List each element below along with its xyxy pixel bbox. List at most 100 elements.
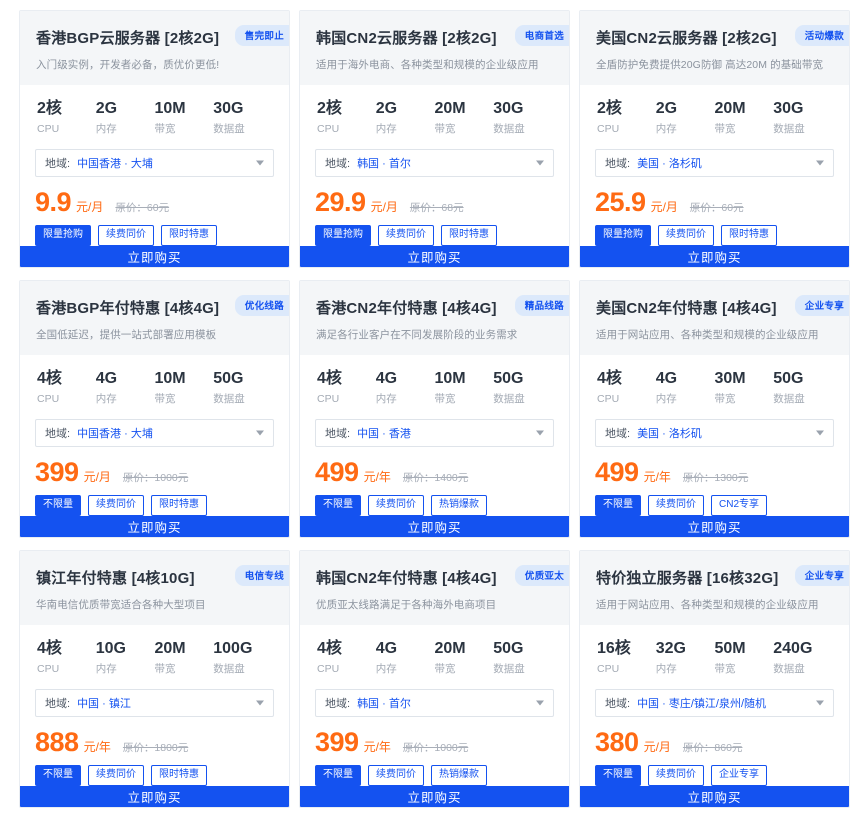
product-subtitle: 全国低延迟，提供一站式部署应用模板 — [36, 329, 217, 341]
spec-label: 内存 — [655, 123, 677, 135]
spec-label: 带宽 — [714, 663, 736, 675]
spec-item: 20M 带宽 — [155, 639, 214, 676]
chevron-down-icon — [816, 700, 824, 706]
buy-now-button[interactable]: 立即购买 — [580, 786, 849, 807]
promo-tag[interactable]: 续费同价 — [88, 495, 144, 516]
promo-tag[interactable]: 不限量 — [595, 765, 641, 786]
buy-now-button[interactable]: 立即购买 — [300, 516, 569, 537]
spec-value: 4G — [375, 370, 398, 387]
promo-tag[interactable]: 不限量 — [315, 765, 361, 786]
region-select[interactable]: 地域: 中国香港 · 大埔 — [35, 149, 274, 177]
region-select[interactable]: 地域: 中国 · 镇江 — [35, 689, 274, 717]
spec-value: 2核 — [37, 100, 62, 117]
promo-tag[interactable]: 限时特惠 — [151, 495, 207, 516]
promo-tag[interactable]: 续费同价 — [658, 225, 714, 246]
region-select[interactable]: 地域: 韩国 · 首尔 — [315, 689, 554, 717]
spec-value: 50G — [493, 640, 524, 657]
promo-tag[interactable]: 热销爆款 — [431, 765, 487, 786]
promo-tag[interactable]: 续费同价 — [378, 225, 434, 246]
promo-tag[interactable]: 续费同价 — [98, 225, 154, 246]
promo-tag[interactable]: 限时特惠 — [161, 225, 217, 246]
buy-now-button[interactable]: 立即购买 — [20, 786, 289, 807]
spec-item: 4G 内存 — [376, 639, 435, 676]
product-card: 香港BGP云服务器 [2核2G] 入门级实例，开发者必备，质优价更低! 售完即止… — [19, 10, 290, 268]
promo-tag[interactable]: 续费同价 — [88, 765, 144, 786]
spec-item: 20M 带宽 — [435, 639, 494, 676]
original-price: 原价：68元 — [409, 202, 464, 214]
spec-value: 2G — [655, 100, 678, 117]
promo-tag[interactable]: 不限量 — [595, 495, 641, 516]
buy-now-button[interactable]: 立即购买 — [20, 516, 289, 537]
spec-label: CPU — [37, 663, 60, 675]
spec-list: 4核 CPU 4G 内存 20M 带宽 50G 数据盘 — [315, 639, 554, 676]
promo-badge: 电商首选 — [514, 25, 569, 46]
promo-tag[interactable]: 热销爆款 — [431, 495, 487, 516]
promo-tag[interactable]: 不限量 — [315, 495, 361, 516]
buy-now-button[interactable]: 立即购买 — [300, 246, 569, 267]
card-header: 特价独立服务器 [16核32G] 适用于网站应用、各种类型和规模的企业级应用 企… — [580, 551, 849, 625]
region-label: 地域: — [45, 428, 71, 440]
buy-now-button[interactable]: 立即购买 — [20, 246, 289, 267]
product-card: 特价独立服务器 [16核32G] 适用于网站应用、各种类型和规模的企业级应用 企… — [579, 550, 850, 808]
product-subtitle: 适用于海外电商、各种类型和规模的企业级应用 — [316, 59, 539, 71]
spec-list: 4核 CPU 4G 内存 10M 带宽 50G 数据盘 — [35, 369, 274, 406]
promo-tag[interactable]: 不限量 — [35, 495, 81, 516]
price-amount: 399 — [35, 457, 79, 487]
spec-label: 带宽 — [154, 663, 176, 675]
spec-item: 2核 CPU — [597, 99, 656, 136]
tag-list: 不限量 续费同价 CN2专享 — [595, 495, 834, 516]
spec-label: 带宽 — [434, 123, 456, 135]
spec-item: 2G 内存 — [96, 99, 155, 136]
price-row: 499 元/年 原价：1300元 — [595, 458, 834, 486]
spec-label: 带宽 — [154, 123, 176, 135]
spec-label: 内存 — [95, 123, 117, 135]
region-select[interactable]: 地域: 中国香港 · 大埔 — [35, 419, 274, 447]
region-select[interactable]: 地域: 韩国 · 首尔 — [315, 149, 554, 177]
spec-label: 数据盘 — [493, 123, 525, 135]
promo-tag[interactable]: 续费同价 — [648, 765, 704, 786]
spec-item: 4G 内存 — [656, 369, 715, 406]
promo-tag[interactable]: 企业专享 — [711, 765, 767, 786]
spec-value: 10M — [434, 370, 466, 387]
spec-item: 4核 CPU — [37, 639, 96, 676]
buy-now-button[interactable]: 立即购买 — [580, 516, 849, 537]
promo-tag[interactable]: CN2专享 — [711, 495, 768, 516]
promo-tag[interactable]: 限量抢购 — [35, 225, 91, 246]
spec-value: 2G — [95, 100, 118, 117]
promo-tag[interactable]: 限时特惠 — [721, 225, 777, 246]
card-header: 香港BGP年付特惠 [4核4G] 全国低延迟，提供一站式部署应用模板 优化线路 — [20, 281, 289, 355]
spec-label: 内存 — [95, 393, 117, 405]
region-select[interactable]: 地域: 美国 · 洛杉矶 — [595, 149, 834, 177]
promo-tag[interactable]: 限量抢购 — [315, 225, 371, 246]
tag-list: 限量抢购 续费同价 限时特惠 — [35, 225, 274, 246]
region-select[interactable]: 地域: 美国 · 洛杉矶 — [595, 419, 834, 447]
promo-tag[interactable]: 限量抢购 — [595, 225, 651, 246]
promo-tag[interactable]: 续费同价 — [648, 495, 704, 516]
promo-badge: 优化线路 — [234, 295, 289, 316]
spec-item: 30G 数据盘 — [213, 99, 272, 136]
promo-tag[interactable]: 续费同价 — [368, 765, 424, 786]
buy-now-button[interactable]: 立即购买 — [300, 786, 569, 807]
product-card: 香港BGP年付特惠 [4核4G] 全国低延迟，提供一站式部署应用模板 优化线路 … — [19, 280, 290, 538]
product-subtitle: 入门级实例，开发者必备，质优价更低! — [36, 59, 220, 71]
region-select[interactable]: 地域: 中国 · 香港 — [315, 419, 554, 447]
spec-value: 4核 — [317, 370, 342, 387]
price-unit: 元/年 — [83, 740, 111, 754]
original-price: 原价：860元 — [682, 742, 743, 754]
product-title: 韩国CN2年付特惠 [4核4G] — [316, 570, 497, 587]
spec-item: 10M 带宽 — [155, 99, 214, 136]
promo-tag[interactable]: 限时特惠 — [441, 225, 497, 246]
spec-item: 20M 带宽 — [715, 99, 774, 136]
spec-value: 4G — [655, 370, 678, 387]
region-select[interactable]: 地域: 中国 · 枣庄/镇江/泉州/随机 — [595, 689, 834, 717]
product-subtitle: 华南电信优质带宽适合各种大型项目 — [36, 599, 206, 611]
spec-item: 50G 数据盘 — [773, 369, 832, 406]
spec-item: 30M 带宽 — [715, 369, 774, 406]
promo-tag[interactable]: 限时特惠 — [151, 765, 207, 786]
card-header: 镇江年付特惠 [4核10G] 华南电信优质带宽适合各种大型项目 电信专线 — [20, 551, 289, 625]
spec-item: 2G 内存 — [376, 99, 435, 136]
buy-now-button[interactable]: 立即购买 — [580, 246, 849, 267]
promo-tag[interactable]: 续费同价 — [368, 495, 424, 516]
promo-tag[interactable]: 不限量 — [35, 765, 81, 786]
spec-label: CPU — [37, 393, 60, 405]
